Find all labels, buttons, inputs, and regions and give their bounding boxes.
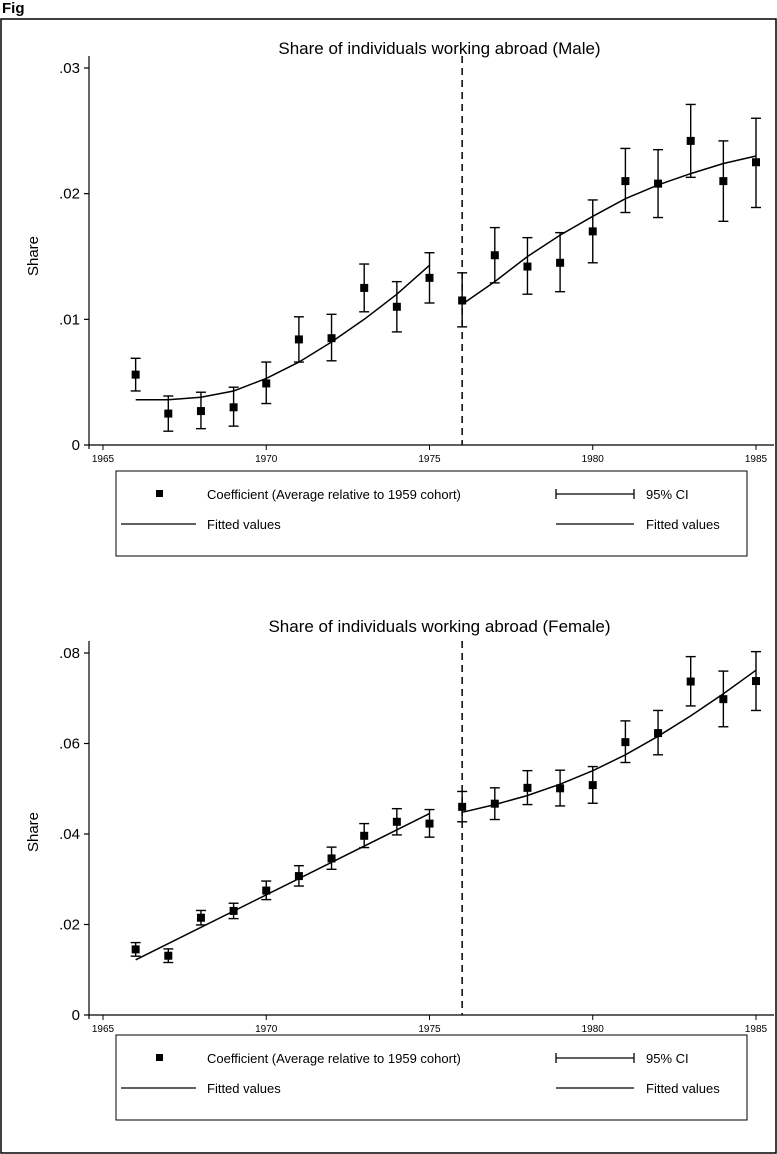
coef-point	[425, 819, 434, 828]
coef-point	[490, 251, 499, 260]
coef-point	[490, 799, 499, 808]
male-chart-panel: Share of individuals working abroad (Mal…	[25, 39, 774, 557]
x-tick-label: 1970	[255, 454, 278, 465]
coef-point	[654, 179, 663, 188]
coef-point	[556, 784, 565, 793]
y-axis-label: Share	[25, 236, 42, 276]
x-tick-label: 1970	[255, 1024, 278, 1035]
y-tick-label: .02	[59, 917, 80, 934]
x-tick-label: 1985	[745, 454, 768, 465]
legend-box	[115, 1034, 748, 1121]
coef-point	[425, 273, 434, 282]
legend-fit-label-right: Fitted values	[646, 517, 720, 532]
coef-point	[164, 951, 173, 960]
coef-point	[719, 695, 728, 704]
coef-point	[360, 283, 369, 292]
coef-point	[523, 783, 532, 792]
coef-point	[131, 945, 140, 954]
x-tick-label: 1980	[582, 454, 605, 465]
y-tick-label: .01	[59, 311, 80, 328]
chart-title: Share of individuals working abroad (Mal…	[278, 39, 600, 58]
coef-point	[654, 729, 663, 738]
fitted-line-right	[461, 155, 757, 305]
x-tick-label: 1980	[582, 1024, 605, 1035]
coef-point	[229, 403, 238, 412]
coef-point	[164, 409, 173, 418]
female-chart-panel: Share of individuals working abroad (Fem…	[25, 617, 774, 1121]
legend-fit-label-right: Fitted values	[646, 1081, 720, 1096]
coef-point	[686, 677, 695, 686]
legend-box	[115, 470, 748, 557]
coef-point	[752, 677, 760, 686]
legend-ci-label: 95% CI	[646, 1051, 689, 1066]
x-tick-label: 1965	[92, 454, 115, 465]
x-tick-label: 1965	[92, 1024, 115, 1035]
coef-point	[752, 158, 760, 167]
coef-point	[262, 886, 271, 895]
fitted-line-right	[462, 669, 757, 814]
coef-point	[294, 872, 303, 881]
coef-point	[523, 262, 532, 271]
fitted-line-left	[135, 812, 430, 961]
coef-point	[196, 407, 205, 416]
legend: Coefficient (Average relative to 1959 co…	[115, 470, 748, 557]
coef-point	[294, 335, 303, 344]
legend-coef-marker	[156, 1054, 163, 1061]
coef-point	[458, 802, 467, 811]
coef-point	[621, 738, 630, 747]
y-axis-label: Share	[25, 812, 42, 852]
figure-border	[0, 18, 777, 1154]
coef-point	[719, 177, 728, 186]
y-tick-label: .02	[59, 186, 80, 203]
legend-ci-label: 95% CI	[646, 487, 689, 502]
x-tick-label: 1985	[745, 1024, 768, 1035]
coef-point	[588, 781, 597, 790]
coef-point	[327, 334, 336, 343]
legend-fit-label-left: Fitted values	[207, 517, 281, 532]
coef-point	[392, 302, 401, 311]
coef-point	[262, 379, 271, 388]
y-tick-label: .06	[59, 736, 80, 753]
coef-point	[588, 227, 597, 236]
legend-fit-label-left: Fitted values	[207, 1081, 281, 1096]
coef-point	[556, 258, 565, 267]
x-tick-label: 1975	[418, 454, 441, 465]
legend: Coefficient (Average relative to 1959 co…	[115, 1034, 748, 1121]
coef-point	[621, 177, 630, 186]
coef-point	[392, 817, 401, 826]
legend-coef-marker	[156, 490, 163, 497]
legend-coef-label: Coefficient (Average relative to 1959 co…	[207, 487, 461, 502]
y-tick-label: 0	[72, 1007, 80, 1024]
coef-point	[131, 370, 140, 379]
coef-point	[360, 831, 369, 840]
y-tick-label: 0	[72, 437, 80, 454]
y-tick-label: .04	[59, 826, 80, 843]
y-tick-label: .03	[59, 60, 80, 77]
fitted-line-left	[135, 264, 430, 401]
coef-point	[196, 913, 205, 922]
figure-caption: Fig	[2, 0, 25, 17]
coef-point	[458, 296, 467, 305]
coef-point	[327, 854, 336, 863]
legend-coef-label: Coefficient (Average relative to 1959 co…	[207, 1051, 461, 1066]
coef-point	[229, 906, 238, 915]
coef-point	[686, 136, 695, 145]
x-tick-label: 1975	[418, 1024, 441, 1035]
y-tick-label: .08	[59, 645, 80, 662]
chart-title: Share of individuals working abroad (Fem…	[268, 617, 610, 636]
